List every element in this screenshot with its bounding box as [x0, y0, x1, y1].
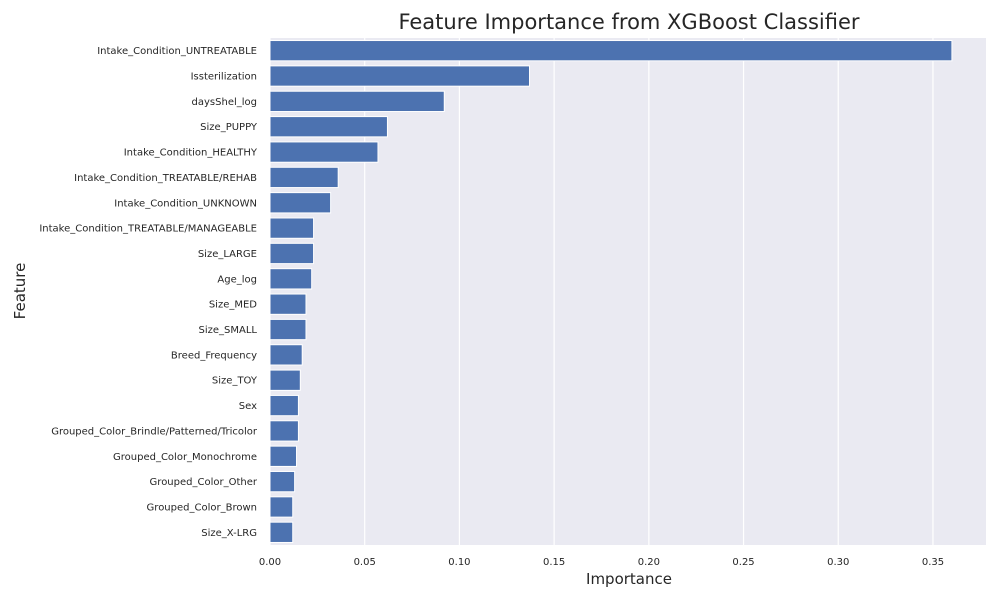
- y-tick-label: daysShel_log: [192, 97, 257, 108]
- y-tick-label: Size_PUPPY: [200, 122, 258, 133]
- x-tick-label: 0.20: [638, 557, 660, 568]
- y-tick-label: Intake_Condition_HEALTHY: [124, 148, 258, 159]
- y-tick-label: Size_LARGE: [198, 249, 257, 260]
- y-tick-label: Sex: [239, 401, 257, 412]
- y-tick-label: Grouped_Color_Brown: [147, 502, 257, 513]
- y-tick-label: Intake_Condition_TREATABLE/MANAGEABLE: [39, 224, 257, 235]
- x-tick-label: 0.35: [922, 557, 944, 568]
- bar: [269, 116, 388, 138]
- bar: [269, 318, 307, 341]
- x-tick-label: 0.15: [543, 557, 565, 568]
- y-tick-label: Issterilization: [191, 72, 257, 83]
- bar: [269, 394, 299, 417]
- chart-title: Feature Importance from XGBoost Classifi…: [398, 10, 859, 34]
- plot-background: [270, 38, 986, 545]
- y-tick-label: Intake_Condition_TREATABLE/REHAB: [74, 173, 257, 184]
- bar: [269, 420, 299, 442]
- bar: [269, 141, 379, 163]
- y-tick-label: Age_log: [217, 274, 257, 285]
- y-tick-labels: Intake_Condition_UNTREATABLE Issterilizat…: [39, 46, 258, 539]
- y-tick-label: Grouped_Color_Brindle/Patterned/Tricolor: [51, 426, 258, 437]
- y-tick-label: Grouped_Color_Other: [150, 477, 258, 488]
- bar: [269, 90, 445, 113]
- y-tick-label: Size_TOY: [212, 376, 258, 387]
- x-tick-label: 0.10: [448, 557, 470, 568]
- y-tick-label: Size_X-LRG: [201, 528, 257, 539]
- y-tick-label: Intake_Condition_UNTREATABLE: [97, 46, 257, 57]
- y-tick-label: Size_SMALL: [199, 325, 258, 336]
- bar: [269, 369, 301, 391]
- bar: [269, 166, 339, 189]
- y-tick-label: Breed_Frequency: [171, 350, 257, 361]
- x-tick-label: 0.00: [259, 557, 281, 568]
- x-tick-labels: 0.00 0.05 0.10 0.15 0.20 0.25 0.30 0.35: [259, 557, 944, 568]
- bar: [269, 40, 953, 62]
- bars: [269, 40, 953, 543]
- x-tick-label: 0.05: [354, 557, 376, 568]
- y-tick-label: Grouped_Color_Monochrome: [113, 452, 257, 463]
- bar: [269, 344, 303, 366]
- x-tick-label: 0.30: [827, 557, 849, 568]
- bar: [269, 470, 296, 493]
- bar: [269, 521, 294, 543]
- x-axis-label: Importance: [586, 570, 672, 588]
- bar: [269, 242, 315, 265]
- bar: [269, 192, 332, 214]
- y-axis-label: Feature: [11, 263, 29, 320]
- x-tick-label: 0.25: [732, 557, 754, 568]
- bar: [269, 496, 294, 518]
- y-tick-label: Size_MED: [209, 300, 257, 311]
- bar: [269, 293, 307, 315]
- y-tick-label: Intake_Condition_UNKNOWN: [114, 198, 257, 209]
- bar: [269, 445, 298, 467]
- bar: [269, 65, 531, 87]
- bar: [269, 268, 313, 290]
- bar: [269, 217, 315, 239]
